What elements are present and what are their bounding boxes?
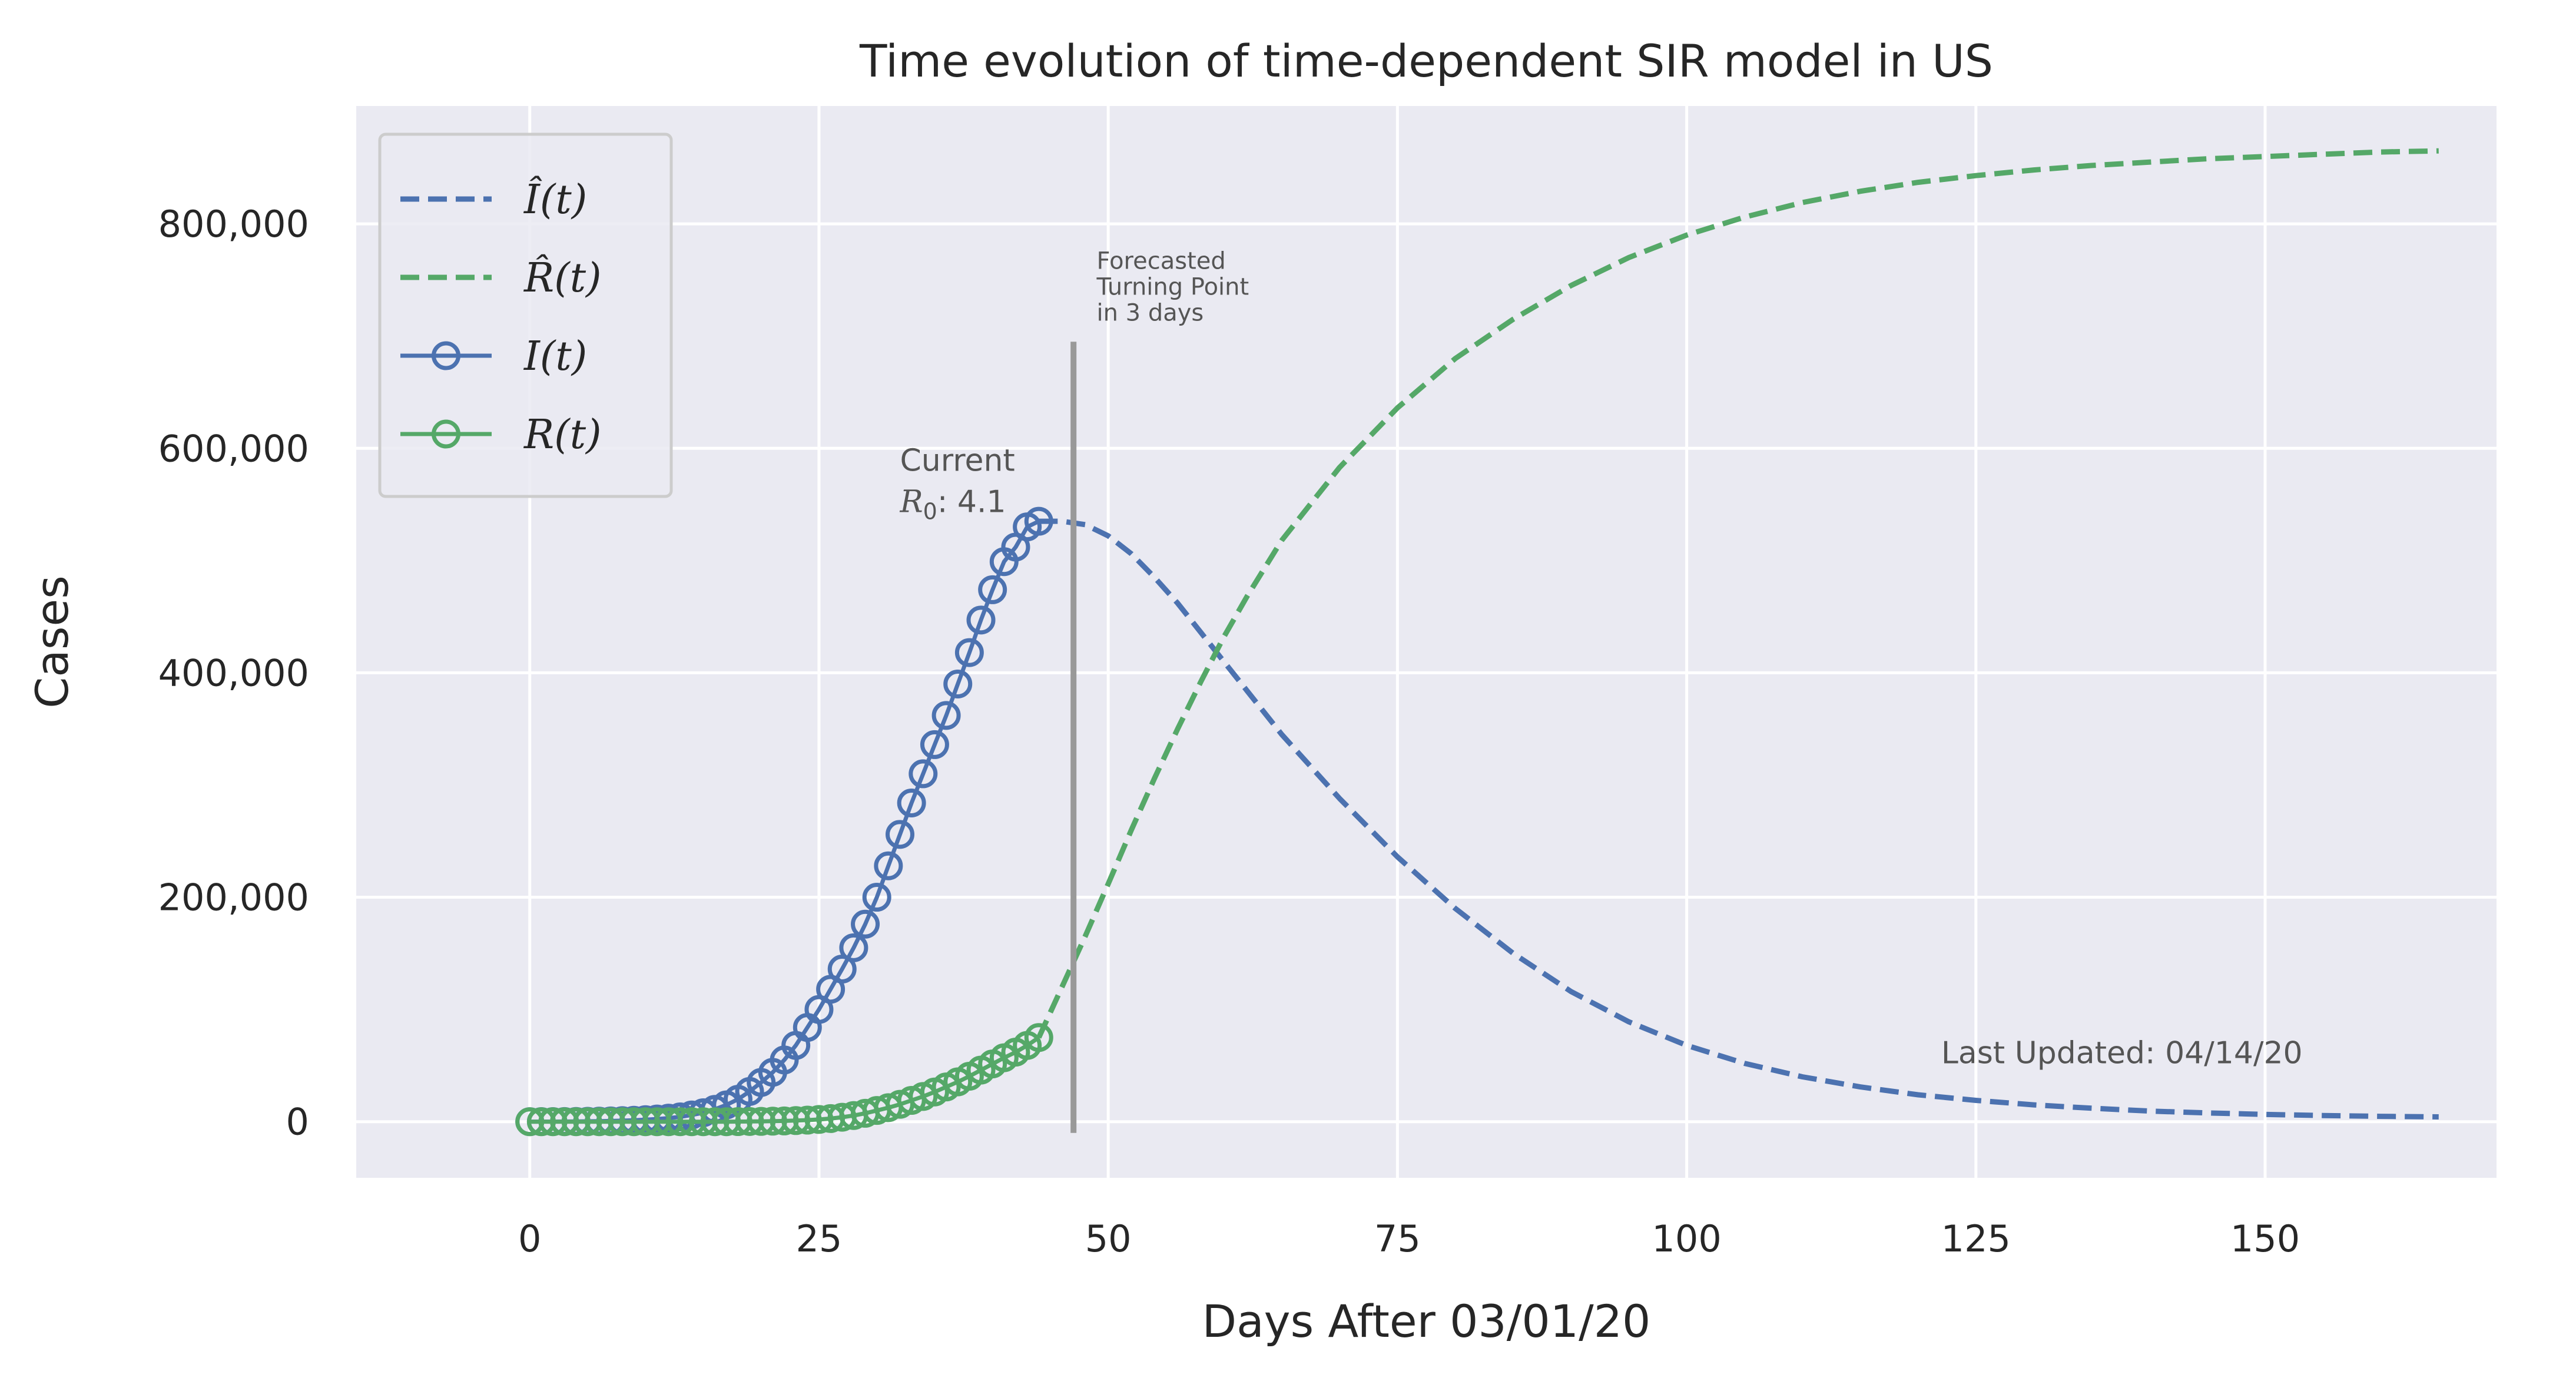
y-tick-label: 400,000	[158, 651, 309, 694]
legend: Î(t) R̂(t) I(t) R(t)	[378, 133, 673, 498]
legend-marker-I	[432, 341, 460, 370]
turning-point-annotation: Forecasted Turning Point in 3 days	[1096, 247, 1249, 326]
x-tick-label: 50	[1085, 1217, 1132, 1260]
series	[515, 148, 2439, 1137]
series-line-I_hat	[1039, 518, 2439, 1120]
data-point-I	[909, 759, 938, 789]
legend-marker-R	[432, 419, 460, 449]
data-point-I	[954, 638, 984, 667]
data-point-I	[862, 883, 891, 912]
data-point-I	[897, 788, 926, 817]
annotations: Forecasted Turning Point in 3 days Current…	[899, 247, 2302, 1071]
chart-title: Time evolution of time-dependent SIR mod…	[859, 35, 1993, 87]
data-point-I	[966, 605, 996, 635]
current-r0-annotation: Current R0: 4.1	[899, 443, 1015, 524]
data-point-I	[920, 730, 949, 759]
r0-value: : 4.1	[937, 484, 1006, 519]
data-point-I	[874, 851, 903, 880]
x-tick-label: 25	[795, 1217, 842, 1260]
x-axis-label: Days After 03/01/20	[1202, 1295, 1651, 1347]
series-line-R_hat	[1036, 148, 2439, 1039]
r0-subscript: 0	[923, 498, 937, 524]
data-point-I	[931, 701, 961, 730]
data-point-R	[1024, 1023, 1053, 1052]
x-tick-label: 150	[2230, 1217, 2300, 1260]
turning-point-annotation-line: Forecasted	[1097, 247, 1226, 274]
y-tick-labels: 0 200,000 400,000 600,000 800,000	[158, 203, 309, 1144]
legend-label-R_hat: R̂(t)	[523, 254, 602, 302]
y-tick-label: 200,000	[158, 876, 309, 919]
x-tick-label: 100	[1652, 1217, 1721, 1260]
data-point-I	[943, 669, 973, 698]
y-axis-label: Cases	[26, 575, 78, 708]
data-point-I	[885, 820, 914, 849]
x-tick-label: 125	[1941, 1217, 2011, 1260]
data-point-I	[827, 955, 857, 984]
last-updated-annotation: Last Updated: 04/14/20	[1941, 1036, 2303, 1071]
x-tick-labels: 0 25 50 75 100 125 150	[518, 1217, 2300, 1260]
y-tick-label: 0	[286, 1101, 309, 1144]
current-r0-line1: Current	[900, 443, 1015, 478]
legend-label-R: R(t)	[523, 412, 602, 458]
legend-label-I_hat: Î(t)	[523, 176, 587, 223]
legend-box	[378, 133, 673, 498]
plot-area	[356, 106, 2497, 1178]
x-tick-label: 0	[518, 1217, 541, 1260]
data-point-I	[851, 909, 880, 939]
turning-point-annotation-line: Turning Point	[1096, 273, 1249, 300]
turning-point-annotation-line: in 3 days	[1097, 299, 1204, 326]
y-tick-label: 800,000	[158, 203, 309, 246]
data-point-I	[978, 575, 1007, 604]
r0-symbol: R	[899, 484, 923, 519]
data-point-I	[839, 933, 868, 962]
legend-label-I: I(t)	[523, 333, 587, 380]
y-tick-label: 600,000	[158, 427, 309, 470]
x-tick-label: 75	[1374, 1217, 1421, 1260]
